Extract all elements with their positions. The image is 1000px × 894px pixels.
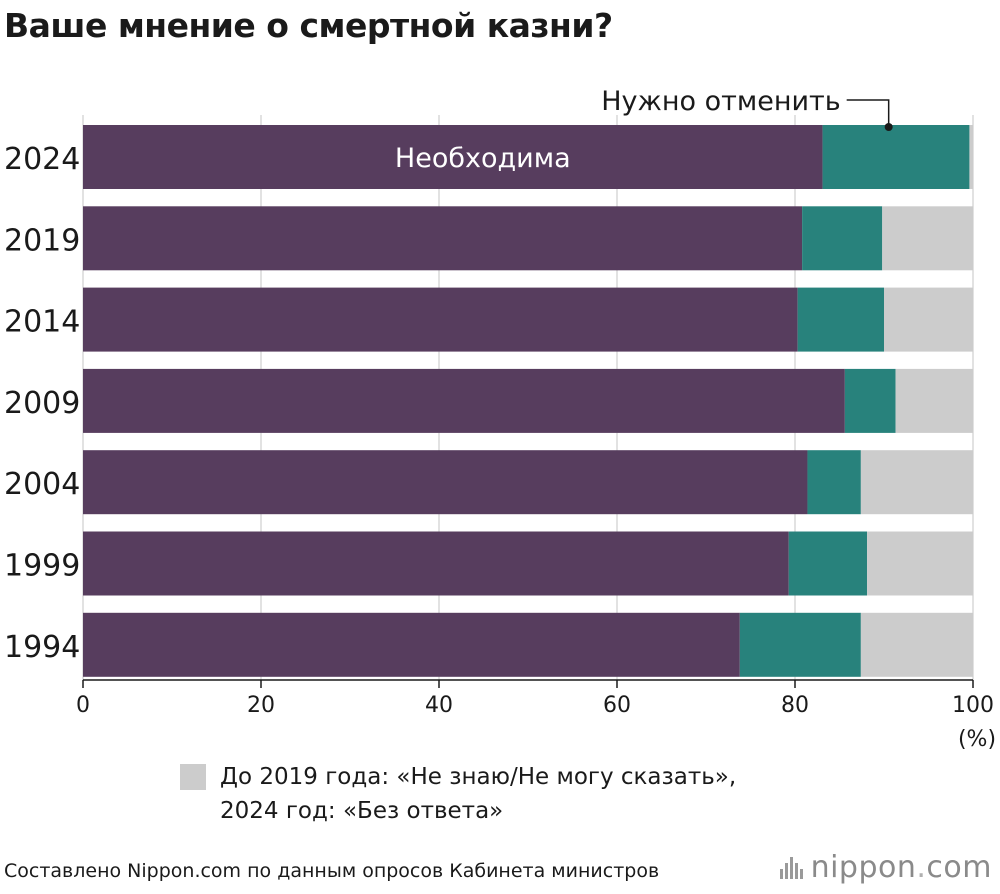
category-label-2004: 2004 [4,467,80,502]
bar-segment-2024-s2 [969,125,973,189]
bar-segment-1999-s1 [788,531,868,596]
bar-segment-2014-s2 [884,287,973,352]
annotations: Необходима Нужно отменить [395,86,893,174]
bar-segment-2019-s1 [802,206,883,271]
legend-line-1: До 2019 года: «Не знаю/Не могу сказать», [220,764,737,790]
bar-segment-2019-s2 [882,206,973,271]
legend-entry-no-answer: До 2019 года: «Не знаю/Не могу сказать»,… [220,760,736,828]
category-label-2019: 2019 [4,223,80,258]
nippon-logo: nippon. com [779,850,992,885]
bar-segment-1999-s0 [83,531,789,596]
category-labels: 2024 2019 2014 2009 2004 1999 1994 [4,142,80,665]
bars [83,125,973,677]
category-label-1999: 1999 [4,549,80,584]
x-tick-label: 20 [247,693,275,718]
bar-segment-1994-s2 [860,612,973,677]
bar-segment-2004-s2 [860,450,973,515]
logo-main: nippon [810,850,917,885]
bar-segment-2009-s1 [844,368,896,433]
x-axis: 0 20 40 60 80 100 (%) [76,679,996,752]
logo-suffix: com [926,850,992,885]
bar-segment-2009-s0 [83,368,845,433]
category-label-2014: 2014 [4,305,80,340]
nippon-logo-mark-icon [779,856,803,879]
chart-title: Ваше мнение о смертной казни? [4,6,613,45]
logo-dot: . [916,850,927,885]
bar-segment-2009-s2 [895,368,973,433]
bar-segment-2014-s1 [797,287,884,352]
bar-segment-2014-s0 [83,287,798,352]
category-label-2024: 2024 [4,142,80,177]
legend-line-2: 2024 год: «Без ответа» [220,798,504,824]
bar-segment-1999-s2 [867,531,973,596]
bar-segment-2024-s0 [83,125,823,189]
bar-annotation-necessary: Необходима [395,143,571,174]
x-tick-label: 80 [781,693,809,718]
bar-segment-1994-s0 [83,612,740,677]
x-unit-label: (%) [958,727,996,752]
bar-segment-2004-s1 [807,450,861,515]
stacked-bar-chart: 2024 2019 2014 2009 2004 1999 1994 0 20 40 60 80 10… [4,86,996,752]
legend-swatch-no-answer [180,764,206,790]
x-tick-label: 0 [76,693,90,718]
category-label-2009: 2009 [4,386,80,421]
callout-line [846,99,890,127]
bar-segment-2019-s0 [83,206,803,271]
source-note: Составлено Nippon.com по данным опросов … [4,860,660,882]
bar-segment-2024-s1 [822,125,970,189]
x-tick-label: 40 [425,693,453,718]
x-tick-label: 100 [952,693,994,718]
x-tick-label: 60 [603,693,631,718]
bar-segment-2004-s0 [83,450,808,515]
category-label-1994: 1994 [4,630,80,665]
callout-label-abolish: Нужно отменить [601,86,840,117]
bar-segment-1994-s1 [739,612,861,677]
